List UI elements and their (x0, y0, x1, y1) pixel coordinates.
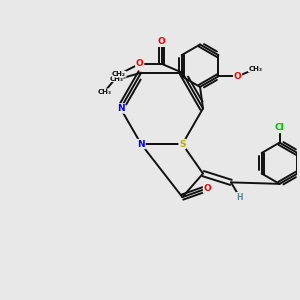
Text: Cl: Cl (275, 123, 284, 132)
Text: O: O (203, 184, 211, 193)
Text: N: N (117, 104, 124, 113)
Text: CH₃: CH₃ (248, 66, 262, 72)
Text: CH₃: CH₃ (98, 89, 111, 95)
Text: H: H (237, 193, 243, 202)
Text: O: O (158, 37, 166, 46)
Text: S: S (179, 140, 186, 148)
Text: CH₃: CH₃ (109, 76, 123, 82)
Text: O: O (234, 72, 242, 81)
Text: O: O (136, 59, 144, 68)
Text: CH₂: CH₂ (112, 71, 126, 77)
Text: N: N (137, 140, 145, 148)
